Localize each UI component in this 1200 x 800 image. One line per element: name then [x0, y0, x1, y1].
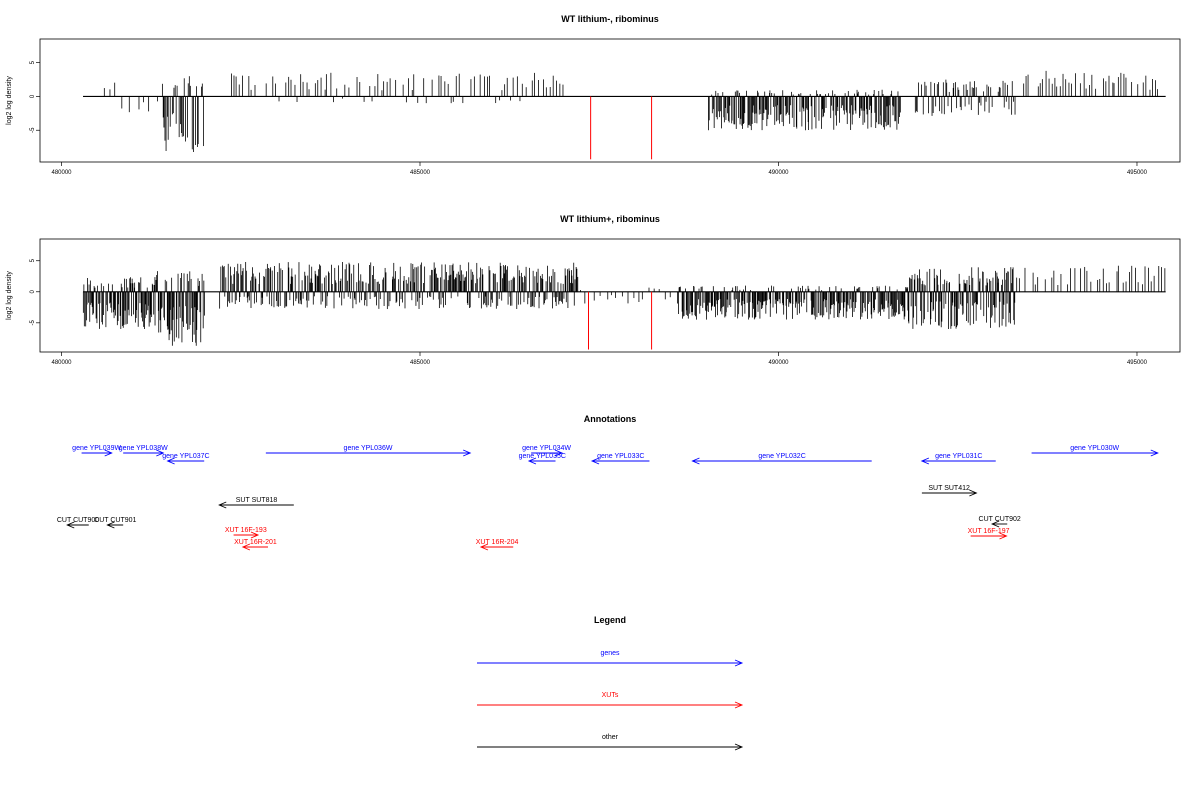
annotation-label: gene YPL031C: [935, 453, 982, 460]
annotation-label: gene YPL033C: [597, 453, 644, 460]
arrow-head: [1150, 449, 1159, 457]
annotation-gene: gene YPL039W: [72, 445, 121, 457]
annotation-label: gene YPL030W: [1070, 445, 1119, 452]
annotation-gene: gene YPL036W: [265, 445, 472, 457]
track-panel-lithium-minus: WT lithium-, ribominus log2 log density -5…: [6, 14, 1181, 176]
annotation-gene: gene YPL031C: [920, 453, 996, 465]
y-tick-label: -5: [30, 319, 36, 325]
annotations-title: Annotations: [584, 414, 637, 424]
y-axis-label: log2 log density: [6, 271, 13, 320]
annotation-gene: gene YPL037C: [162, 453, 210, 465]
arrow-head: [691, 457, 700, 465]
legend-title: Legend: [594, 615, 626, 625]
y-axis-label: log2 log density: [6, 76, 13, 125]
y-tick-label: 5: [30, 60, 36, 64]
y-tick-label: -5: [30, 127, 36, 133]
annotation-label: CUT CUT900: [57, 517, 99, 524]
arrow-head: [218, 501, 227, 509]
arrow-head: [106, 521, 115, 529]
arrow-head: [527, 457, 537, 465]
annotation-other: SUT SUT412: [921, 485, 978, 497]
arrow-head: [156, 449, 165, 457]
legend-panel: Legend genes XUTs other: [477, 615, 744, 751]
legend-label: genes: [600, 650, 620, 657]
x-tick-label: 490000: [768, 360, 789, 366]
y-tick-label: 5: [30, 258, 36, 262]
legend-entry-gene: genes: [477, 650, 744, 667]
annotation-label: XUT 16F-193: [225, 527, 267, 534]
annotation-gene: gene YPL030W: [1031, 445, 1159, 457]
arrow-head: [241, 543, 251, 551]
arrow-head: [463, 449, 472, 457]
x-tick-label: 495000: [1127, 170, 1148, 176]
x-tick-label: 495000: [1127, 360, 1148, 366]
arrow-head: [166, 457, 175, 465]
annotation-gene: gene YPL033C: [590, 453, 650, 465]
annotation-label: gene YPL034W: [522, 445, 571, 452]
annotation-xut: XUT 16F-197: [968, 528, 1010, 540]
annotation-label: CUT CUT901: [94, 517, 136, 524]
annotation-gene: gene YPL035C: [519, 453, 566, 465]
annotation-other: CUT CUT901: [94, 517, 137, 529]
x-tick-label: 480000: [51, 360, 72, 366]
annotation-gene: gene YPL038W: [119, 445, 168, 457]
arrow-head: [554, 449, 564, 457]
chart-title: WT lithium+, ribominus: [560, 214, 660, 224]
arrow-head: [734, 659, 744, 667]
track-panel-lithium-plus: WT lithium+, ribominus log2 log density -5…: [6, 214, 1181, 366]
annotation-label: SUT SUT412: [928, 485, 970, 492]
x-tick-label: 490000: [768, 170, 789, 176]
annotation-label: XUT 16R-201: [234, 539, 277, 546]
annotation-label: gene YPL037C: [162, 453, 209, 460]
x-tick-label: 485000: [410, 360, 431, 366]
annotation-xut: XUT 16R-201: [234, 539, 277, 551]
legend-label: XUTs: [602, 692, 619, 699]
arrow-head: [969, 489, 978, 497]
plot-frame: [39, 238, 1181, 353]
chart-title: WT lithium-, ribominus: [561, 14, 659, 24]
y-tick-label: 0: [30, 289, 36, 293]
annotation-label: XUT 16F-197: [968, 528, 1010, 535]
annotation-gene: gene YPL034W: [522, 445, 571, 457]
arrow-head: [590, 457, 600, 465]
annotation-other: CUT CUT900: [57, 517, 99, 529]
legend-label: other: [602, 734, 619, 741]
annotation-xut: XUT 16R-204: [476, 539, 519, 551]
annotation-label: SUT SUT818: [236, 497, 278, 504]
annotation-xut: XUT 16F-193: [225, 527, 267, 539]
density-bars: [82, 261, 1166, 346]
arrow-head: [250, 531, 260, 539]
arrow-head: [734, 701, 744, 709]
density-bars: [103, 70, 1158, 153]
y-tick-label: 0: [30, 94, 36, 98]
arrow-head: [991, 520, 1000, 528]
x-tick-label: 480000: [51, 170, 72, 176]
annotation-label: XUT 16R-204: [476, 539, 519, 546]
arrow-head: [999, 532, 1008, 540]
annotation-gene: gene YPL032C: [691, 453, 872, 465]
legend-entry-other: other: [477, 734, 744, 751]
legend-entry-xut: XUTs: [477, 692, 744, 709]
annotation-label: gene YPL032C: [758, 453, 805, 460]
x-tick-label: 485000: [410, 170, 431, 176]
annotation-other: SUT SUT818: [218, 497, 294, 509]
arrow-head: [734, 743, 744, 751]
arrow-head: [104, 449, 113, 457]
annotation-other: CUT CUT902: [979, 516, 1021, 528]
annotation-label: gene YPL036W: [344, 445, 393, 452]
arrow-head: [920, 457, 930, 465]
annotation-label: CUT CUT902: [979, 516, 1021, 523]
arrow-head: [66, 521, 75, 529]
annotation-label: gene YPL038W: [119, 445, 168, 452]
plot-frame: [39, 38, 1181, 163]
annotation-label: gene YPL039W: [72, 445, 121, 452]
annotation-label: gene YPL035C: [519, 453, 566, 460]
arrow-head: [479, 543, 489, 551]
